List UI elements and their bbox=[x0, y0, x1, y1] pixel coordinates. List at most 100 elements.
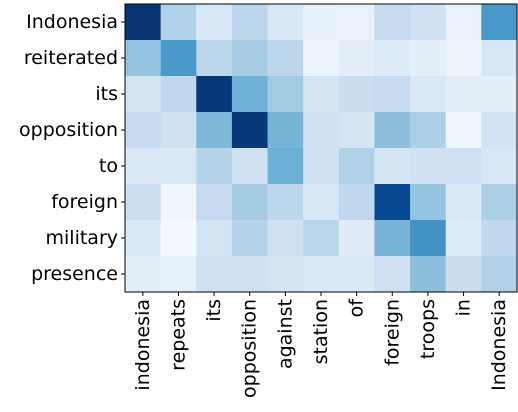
x-tick-label: of bbox=[346, 298, 368, 318]
heatmap-cell bbox=[338, 148, 375, 185]
plot-frame bbox=[124, 3, 518, 293]
heatmap-cell bbox=[231, 256, 269, 293]
heatmap-cell bbox=[196, 256, 233, 293]
heatmap-cell bbox=[410, 40, 447, 77]
heatmap-cell bbox=[481, 256, 518, 293]
heatmap-cell bbox=[160, 76, 197, 113]
x-tick-label: Indonesia bbox=[488, 299, 510, 391]
x-tick-label: troops bbox=[417, 299, 439, 359]
heatmap-cell bbox=[410, 76, 447, 113]
x-tick-label: in bbox=[453, 299, 475, 316]
x-tick-label: opposition bbox=[239, 299, 261, 398]
heatmap-cell bbox=[374, 256, 411, 293]
y-tick-label: reiterated bbox=[24, 47, 118, 69]
heatmap-cell bbox=[374, 184, 411, 221]
heatmap-cell bbox=[338, 112, 375, 149]
heatmap-cell bbox=[445, 148, 482, 185]
heatmap-cell bbox=[160, 4, 197, 41]
heatmap-cell bbox=[160, 220, 197, 257]
heatmap-cell bbox=[410, 220, 447, 257]
heatmap-cell bbox=[445, 256, 482, 293]
heatmap-cell bbox=[303, 184, 340, 221]
y-tick-label: military bbox=[46, 227, 119, 249]
heatmap-cell bbox=[160, 40, 197, 77]
heatmap-cell bbox=[267, 40, 304, 77]
heatmap-cell bbox=[267, 76, 304, 113]
heatmap-cell bbox=[374, 148, 411, 185]
heatmap-cells bbox=[125, 4, 518, 293]
heatmap-cell bbox=[445, 4, 482, 41]
x-tick-label: repeats bbox=[167, 299, 189, 371]
heatmap-cell bbox=[303, 40, 340, 77]
heatmap-cell bbox=[196, 184, 233, 221]
heatmap-cell bbox=[338, 40, 375, 77]
heatmap-cell bbox=[481, 184, 518, 221]
heatmap-cell bbox=[267, 184, 304, 221]
heatmap-cell bbox=[231, 40, 269, 77]
x-tick-label: against bbox=[274, 299, 296, 369]
y-tick-label: opposition bbox=[19, 119, 118, 141]
y-tick-label: Indonesia bbox=[26, 11, 118, 33]
y-tick-label: foreign bbox=[51, 191, 118, 213]
x-tick-label: its bbox=[203, 299, 225, 322]
heatmap-cell bbox=[445, 184, 482, 221]
heatmap-cell bbox=[338, 184, 375, 221]
y-tick-label: to bbox=[99, 155, 118, 177]
heatmap-cell bbox=[125, 220, 162, 257]
heatmap-cell bbox=[445, 112, 482, 149]
x-tick-label: foreign bbox=[381, 299, 403, 366]
heatmap-cell bbox=[410, 4, 447, 41]
heatmap-cell bbox=[231, 148, 269, 185]
heatmap-cell bbox=[267, 256, 304, 293]
x-tick-label: indonesia bbox=[132, 299, 154, 391]
heatmap-cell bbox=[338, 256, 375, 293]
x-tick-label: station bbox=[310, 299, 332, 364]
heatmap-cell bbox=[481, 40, 518, 77]
heatmap-cell bbox=[303, 220, 340, 257]
heatmap-cell bbox=[374, 40, 411, 77]
heatmap-cell bbox=[160, 184, 197, 221]
x-axis-ticks: indonesia repeats its opposition against stat… bbox=[132, 292, 510, 398]
y-axis-ticks: Indonesia reiterated its opposition to foreig… bbox=[19, 11, 125, 285]
heatmap-cell bbox=[231, 76, 269, 113]
heatmap-cell bbox=[267, 112, 304, 149]
heatmap-cell bbox=[231, 184, 269, 221]
y-tick-label: its bbox=[95, 83, 118, 105]
heatmap-cell bbox=[125, 148, 162, 185]
heatmap-cell bbox=[196, 40, 233, 77]
heatmap-cell bbox=[196, 4, 233, 41]
heatmap-cell bbox=[303, 112, 340, 149]
heatmap-cell bbox=[125, 40, 162, 77]
heatmap-cell bbox=[231, 220, 269, 257]
heatmap-cell bbox=[338, 76, 375, 113]
heatmap-cell bbox=[481, 220, 518, 257]
heatmap-cell bbox=[481, 148, 518, 185]
heatmap-cell bbox=[303, 256, 340, 293]
heatmap-cell bbox=[303, 148, 340, 185]
heatmap-cell bbox=[481, 4, 518, 41]
heatmap-cell bbox=[267, 220, 304, 257]
heatmap-cell bbox=[125, 76, 162, 113]
heatmap-cell bbox=[410, 184, 447, 221]
heatmap-cell bbox=[374, 220, 411, 257]
heatmap-cell bbox=[445, 76, 482, 113]
heatmap-cell bbox=[410, 112, 447, 149]
heatmap-cell bbox=[196, 112, 233, 149]
heatmap-cell bbox=[160, 112, 197, 149]
heatmap-cell bbox=[160, 148, 197, 185]
heatmap-cell bbox=[160, 256, 197, 293]
heatmap-cell bbox=[125, 112, 162, 149]
heatmap-cell bbox=[125, 184, 162, 221]
heatmap-cell bbox=[267, 4, 304, 41]
heatmap-cell bbox=[374, 112, 411, 149]
heatmap-cell bbox=[410, 256, 447, 293]
y-tick-label: presence bbox=[31, 263, 118, 285]
heatmap-cell bbox=[374, 76, 411, 113]
heatmap-cell bbox=[125, 4, 162, 41]
heatmap-cell bbox=[267, 148, 304, 185]
heatmap-cell bbox=[231, 112, 269, 149]
heatmap-cell bbox=[125, 256, 162, 293]
heatmap-cell bbox=[196, 148, 233, 185]
heatmap-cell bbox=[338, 220, 375, 257]
